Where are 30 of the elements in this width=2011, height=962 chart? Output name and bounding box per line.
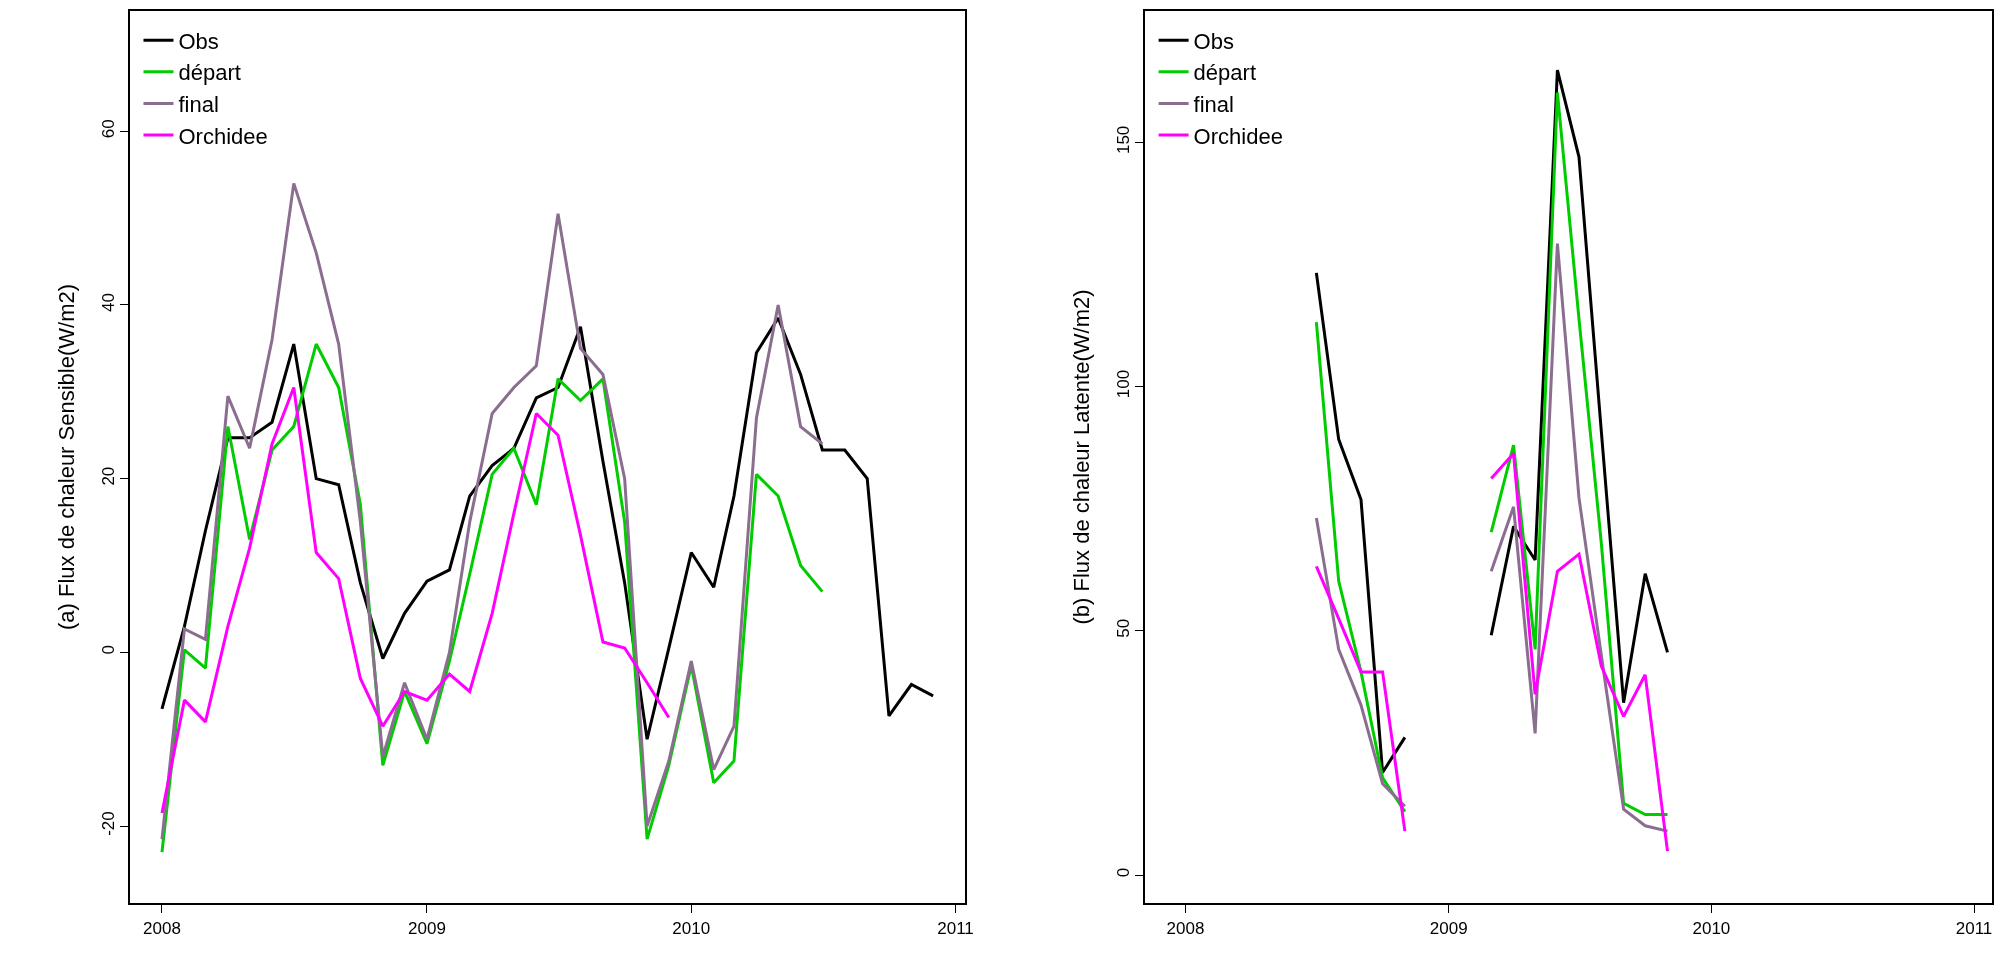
y-tick-label: 20 bbox=[98, 466, 118, 486]
x-tick-label: 2009 bbox=[408, 918, 446, 938]
line-series bbox=[160, 316, 935, 741]
legend-label: Orchidee bbox=[1193, 123, 1283, 149]
legend-label: départ bbox=[1193, 60, 1256, 86]
x-tick-label: 2008 bbox=[143, 918, 181, 938]
y-tick-label: 100 bbox=[1113, 369, 1133, 399]
x-tick-label: 2011 bbox=[1955, 918, 1993, 938]
y-tick-label: -20 bbox=[98, 811, 118, 836]
line-series bbox=[160, 385, 671, 815]
legend-label: Obs bbox=[1193, 28, 1234, 54]
x-tick-label: 2009 bbox=[1429, 918, 1468, 938]
legend-label: final bbox=[178, 92, 219, 118]
legend-label: départ bbox=[178, 60, 241, 86]
y-tick-label: 0 bbox=[1113, 867, 1133, 878]
y-tick-label: 50 bbox=[1113, 618, 1133, 638]
legend-label: Obs bbox=[178, 28, 219, 54]
y-tick-label: 150 bbox=[1113, 125, 1133, 155]
line-series bbox=[160, 181, 824, 841]
legend-label: Orchidee bbox=[178, 123, 268, 149]
y-axis-title: (b) Flux de chaleur Latente(W/m2) bbox=[1068, 289, 1094, 625]
x-tick-label: 2010 bbox=[672, 918, 711, 938]
y-tick-label: 40 bbox=[98, 292, 118, 312]
y-tick-label: 60 bbox=[98, 119, 118, 139]
x-tick-label: 2010 bbox=[1692, 918, 1731, 938]
y-tick-label: 0 bbox=[98, 645, 118, 655]
x-tick-label: 2008 bbox=[1166, 918, 1205, 938]
legend-label: final bbox=[1193, 92, 1234, 118]
y-axis-title: (a) Flux de chaleur Sensible(W/m2) bbox=[53, 283, 79, 630]
x-tick-label: 2011 bbox=[937, 918, 974, 938]
